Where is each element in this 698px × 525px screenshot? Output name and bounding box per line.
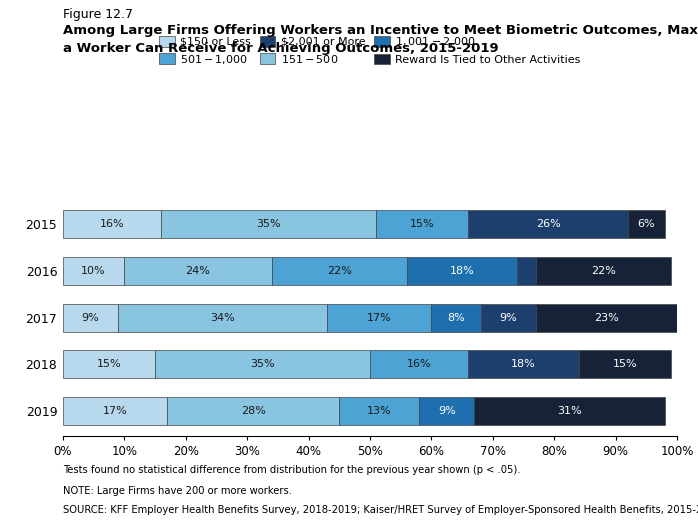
Bar (431, 303, 480, 332)
Text: Tests found no statistical difference from distribution for the previous year sh: Tests found no statistical difference fr… (63, 465, 520, 475)
Bar (480, 303, 536, 332)
Text: 17%: 17% (103, 406, 128, 416)
Bar (63, 303, 118, 332)
Bar (468, 210, 628, 238)
Bar (272, 257, 407, 285)
Text: a Worker Can Receive for Achieving Outcomes, 2015-2019: a Worker Can Receive for Achieving Outco… (63, 42, 498, 55)
Bar (517, 257, 536, 285)
Bar (155, 350, 370, 379)
Bar (168, 397, 339, 425)
Bar (63, 397, 168, 425)
Text: 26%: 26% (535, 219, 560, 229)
Text: 24%: 24% (186, 266, 210, 276)
Text: 9%: 9% (438, 406, 456, 416)
Text: 18%: 18% (511, 359, 536, 369)
Bar (118, 303, 327, 332)
Text: 28%: 28% (241, 406, 266, 416)
Text: 34%: 34% (210, 312, 235, 323)
Bar (124, 257, 272, 285)
Text: 17%: 17% (366, 312, 392, 323)
Legend: $150 or Less, $501 - $1,000, $2,001 or More, $151 - $500, $1,001 - $2,000, Rewar: $150 or Less, $501 - $1,000, $2,001 or M… (159, 35, 581, 66)
Text: 16%: 16% (100, 219, 124, 229)
Text: 15%: 15% (96, 359, 121, 369)
Text: NOTE: Large Firms have 200 or more workers.: NOTE: Large Firms have 200 or more worke… (63, 486, 292, 496)
Text: 18%: 18% (450, 266, 475, 276)
Bar (63, 210, 161, 238)
Bar (327, 303, 431, 332)
Text: SOURCE: KFF Employer Health Benefits Survey, 2018-2019; Kaiser/HRET Survey of Em: SOURCE: KFF Employer Health Benefits Sur… (63, 505, 698, 515)
Text: 35%: 35% (256, 219, 281, 229)
Text: 35%: 35% (250, 359, 275, 369)
Bar (161, 210, 376, 238)
Text: Among Large Firms Offering Workers an Incentive to Meet Biometric Outcomes, Maxi: Among Large Firms Offering Workers an In… (63, 24, 698, 37)
Bar (536, 303, 677, 332)
Bar (339, 397, 419, 425)
Bar (63, 350, 155, 379)
Text: 16%: 16% (407, 359, 431, 369)
Text: 22%: 22% (591, 266, 616, 276)
Text: 6%: 6% (637, 219, 655, 229)
Text: 8%: 8% (447, 312, 465, 323)
Text: 23%: 23% (594, 312, 619, 323)
Text: 31%: 31% (557, 406, 582, 416)
Bar (579, 350, 671, 379)
Bar (370, 350, 468, 379)
Bar (407, 257, 517, 285)
Text: 9%: 9% (82, 312, 99, 323)
Bar (376, 210, 468, 238)
Text: 15%: 15% (613, 359, 637, 369)
Bar (628, 210, 664, 238)
Bar (419, 397, 475, 425)
Bar (63, 257, 124, 285)
Text: 22%: 22% (327, 266, 352, 276)
Bar (536, 257, 671, 285)
Text: 10%: 10% (81, 266, 106, 276)
Bar (475, 397, 664, 425)
Text: 15%: 15% (410, 219, 434, 229)
Text: 13%: 13% (367, 406, 392, 416)
Text: Figure 12.7: Figure 12.7 (63, 8, 133, 21)
Text: 9%: 9% (499, 312, 517, 323)
Bar (468, 350, 579, 379)
